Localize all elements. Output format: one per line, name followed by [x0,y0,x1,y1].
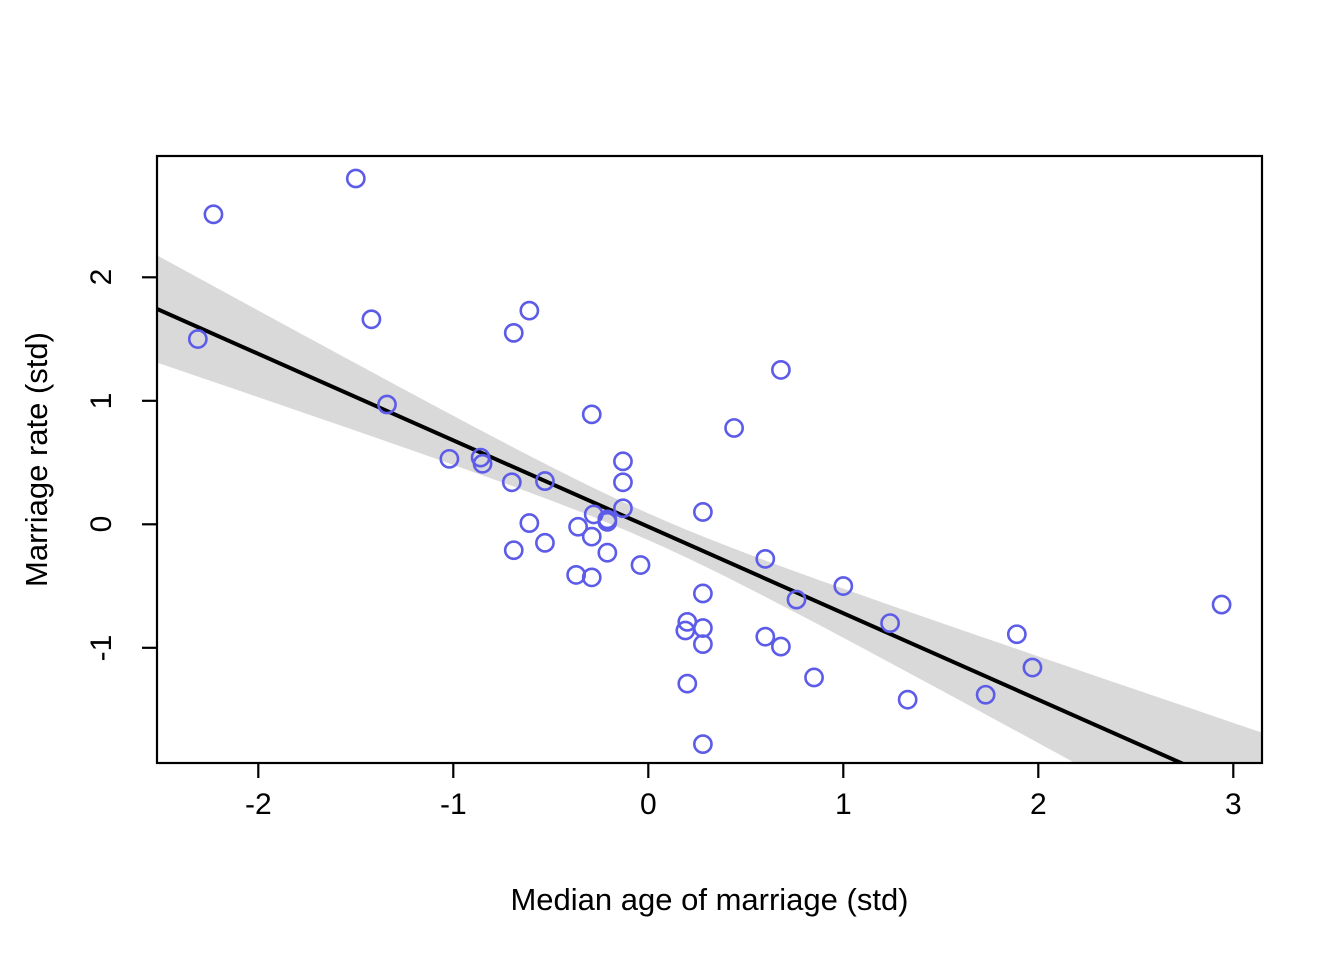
x-tick-label: 2 [1029,788,1047,821]
data-point [203,204,224,225]
y-axis-title: Marriage rate (std) [19,332,54,587]
data-point [897,689,918,710]
data-point [439,448,460,469]
data-point [880,613,901,634]
data-point [693,502,713,522]
data-point [535,471,555,491]
data-point [677,673,698,694]
data-point [519,300,540,321]
data-point [187,329,208,349]
y-tick-label: 2 [85,268,118,286]
x-tick-label: 1 [834,788,852,821]
data-point [1022,657,1043,678]
data-point [771,360,791,380]
x-tick-label: 3 [1224,788,1242,821]
data-point [377,394,397,415]
x-tick-label: -2 [244,788,272,821]
data-point [724,418,745,438]
data-point [597,542,618,563]
data-point [693,618,713,638]
data-point [693,734,713,755]
data-point [581,567,602,588]
data-point [693,583,713,604]
data-point [597,511,618,532]
data-point [503,322,524,343]
plot-border [155,154,1264,765]
data-point [613,498,633,519]
data-point [503,540,524,561]
data-point [345,168,366,189]
data-point [833,576,854,596]
data-point [1211,594,1232,615]
data-point [755,626,776,647]
data-point [771,636,791,657]
data-point [693,634,713,654]
x-tick-label: 0 [639,788,657,821]
y-tick-label: -1 [85,634,118,662]
data-point [519,513,540,533]
data-point [581,526,602,547]
data-point [804,667,824,688]
x-axis-title: Median age of marriage (std) [510,882,909,917]
data-point [581,404,602,425]
y-tick-label: 0 [85,515,118,533]
x-tick-label: -1 [439,788,467,821]
data-point [755,548,776,569]
data-point [568,516,589,537]
data-point [975,684,996,705]
data-point [630,555,651,575]
data-point [501,472,522,493]
data-point [613,451,633,472]
data-point [1006,624,1027,645]
data-point [613,472,633,493]
y-tick-label: 1 [85,392,118,410]
data-point [535,532,555,553]
confidence-band [157,255,1262,763]
data-point [472,453,493,474]
data-point [361,309,382,330]
data-point [786,589,807,610]
regression-line [157,306,1187,763]
